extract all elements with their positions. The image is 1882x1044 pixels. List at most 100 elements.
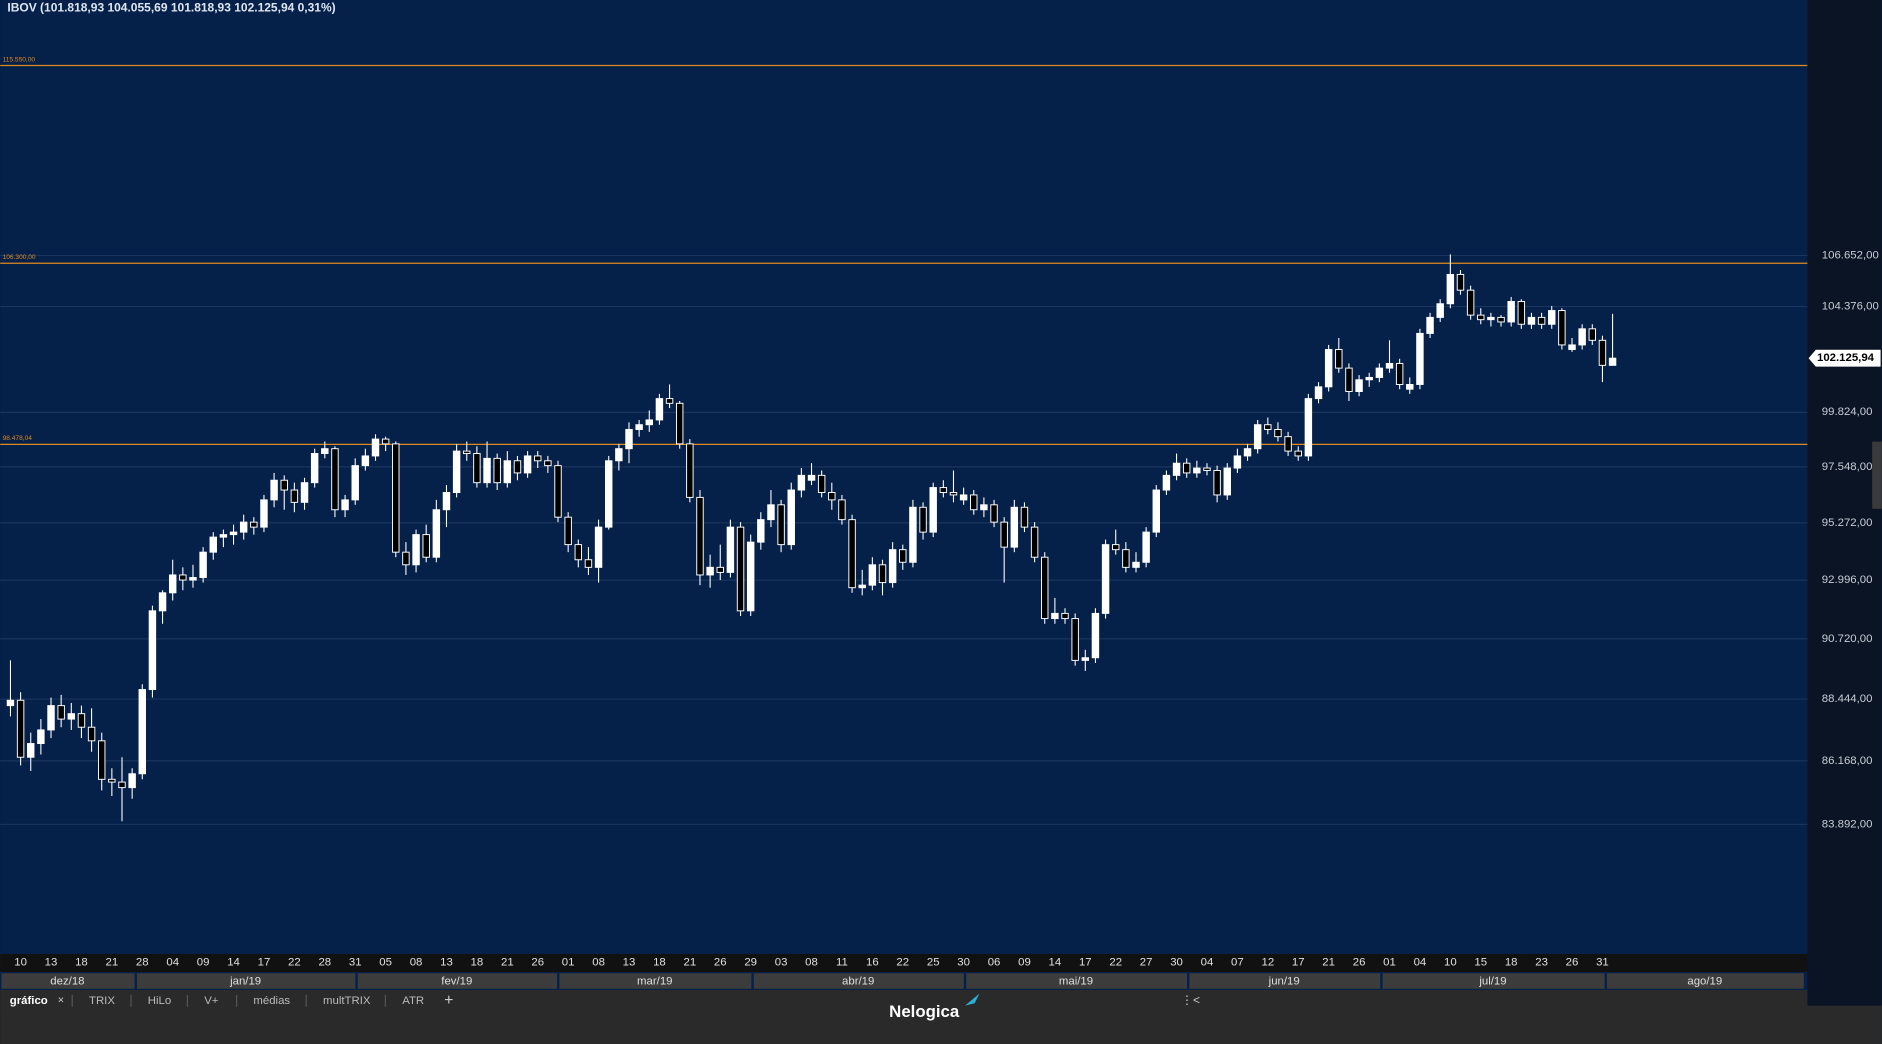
candle-body: [1395, 362, 1404, 385]
y-tick-label: 104.376,00: [1822, 301, 1879, 313]
candle-body: [47, 705, 55, 731]
x-tick-label: 29: [744, 956, 757, 968]
candle-body: [645, 419, 654, 426]
x-tick-label: 12: [1261, 956, 1274, 968]
y-tick-label: 99.824,00: [1822, 406, 1873, 418]
candle-body: [98, 740, 106, 780]
x-tick-label: 21: [684, 956, 697, 968]
candle-body: [909, 506, 917, 563]
logo-mark: [965, 993, 980, 1006]
candle-body: [1314, 386, 1323, 400]
candle-body: [209, 536, 217, 553]
candle-body: [1446, 273, 1455, 305]
candle-body: [1527, 316, 1536, 325]
tab[interactable]: ATR: [402, 995, 424, 1007]
tab-close[interactable]: ×: [58, 995, 64, 1007]
x-tick-label: 26: [1566, 956, 1579, 968]
menu-dots[interactable]: ⋮: [1181, 993, 1193, 1007]
candle-body: [1324, 349, 1333, 388]
candle-body: [777, 504, 785, 546]
candle-body: [1101, 544, 1110, 614]
month-label: fev/19: [441, 976, 472, 988]
candle-body: [1041, 556, 1049, 620]
candle-body: [1162, 474, 1171, 491]
month-label: mai/19: [1059, 976, 1093, 988]
tab[interactable]: V+: [204, 995, 219, 1007]
x-tick-label: 27: [1140, 956, 1153, 968]
x-tick-label: 18: [471, 956, 484, 968]
month-label: jun/19: [1268, 976, 1300, 988]
candle-body: [1416, 332, 1424, 385]
candle-body: [341, 499, 349, 511]
candle-body: [331, 448, 339, 511]
tab[interactable]: gráfico: [10, 995, 48, 1007]
candle-body: [1152, 489, 1161, 533]
tab[interactable]: HiLo: [148, 995, 171, 1007]
candle-body: [726, 526, 735, 573]
month-cell: [357, 973, 557, 989]
tab-add[interactable]: +: [444, 992, 453, 1009]
candle-body: [523, 455, 532, 474]
x-tick-label: 23: [1535, 956, 1548, 968]
last-price-label: 102.125,94: [1817, 352, 1875, 364]
candle-body: [1081, 657, 1090, 661]
y-tick-label: 88.444,00: [1822, 693, 1873, 705]
candle-body: [1000, 521, 1008, 548]
level-label: 98.478,04: [3, 435, 33, 442]
x-tick-label: 18: [75, 956, 88, 968]
x-tick-label: 18: [653, 956, 666, 968]
candle-body: [665, 398, 674, 404]
x-tick-label: 07: [1231, 956, 1244, 968]
candle-body: [463, 450, 471, 454]
x-tick-label: 04: [1414, 956, 1427, 968]
candle-body: [128, 773, 136, 789]
collapse-arrow[interactable]: <: [1193, 993, 1200, 1007]
candle-body: [1132, 561, 1140, 568]
candle-body: [37, 729, 45, 745]
candle-body: [371, 438, 380, 457]
x-tick-label: 21: [501, 956, 514, 968]
axes: 106.652,00 104.376,00 99.824,00 97.548,00 95…: [1, 249, 1881, 989]
x-tick-label: 14: [227, 956, 240, 968]
month-cell: [1607, 973, 1804, 989]
candle-body: [57, 705, 65, 720]
candle-body: [6, 699, 15, 707]
side-handle[interactable]: [1872, 441, 1882, 509]
candle-body: [970, 494, 978, 511]
month-label: mar/19: [637, 976, 672, 988]
candle-body: [1233, 455, 1242, 469]
candle-body: [483, 457, 491, 484]
candle-body: [1264, 424, 1272, 430]
candle-body: [513, 460, 522, 474]
candle-body: [108, 778, 116, 783]
candle-body: [625, 429, 633, 450]
candle-body: [87, 726, 96, 742]
candles: [6, 254, 1617, 822]
tab[interactable]: médias: [253, 995, 290, 1007]
tab[interactable]: TRIX: [89, 995, 115, 1007]
tab[interactable]: multTRIX: [323, 995, 371, 1007]
candle-body: [1487, 316, 1495, 321]
candle-body: [189, 577, 197, 581]
candle-body: [888, 549, 897, 584]
x-tick-label: 11: [836, 956, 848, 968]
plot-background: [0, 0, 1807, 954]
candle-body: [1142, 531, 1150, 563]
month-label: jul/19: [1478, 976, 1506, 988]
candle-body: [878, 564, 887, 584]
month-label: jan/19: [229, 976, 261, 988]
candle-body: [604, 460, 613, 528]
month-label: dez/18: [50, 976, 84, 988]
x-tick-label: 25: [927, 956, 940, 968]
candle-body: [1193, 467, 1201, 474]
y-tick-label: 97.548,00: [1822, 461, 1873, 473]
candle-body: [655, 398, 664, 421]
candle-body: [1253, 424, 1262, 450]
x-tick-label: 16: [866, 956, 879, 968]
y-tick-label: 86.168,00: [1822, 755, 1873, 767]
x-tick-label: 21: [106, 956, 119, 968]
candle-body: [199, 551, 207, 578]
candle-body: [1558, 310, 1566, 346]
levels: 115.550,00 106.300,00 98.478,04: [0, 56, 1808, 446]
